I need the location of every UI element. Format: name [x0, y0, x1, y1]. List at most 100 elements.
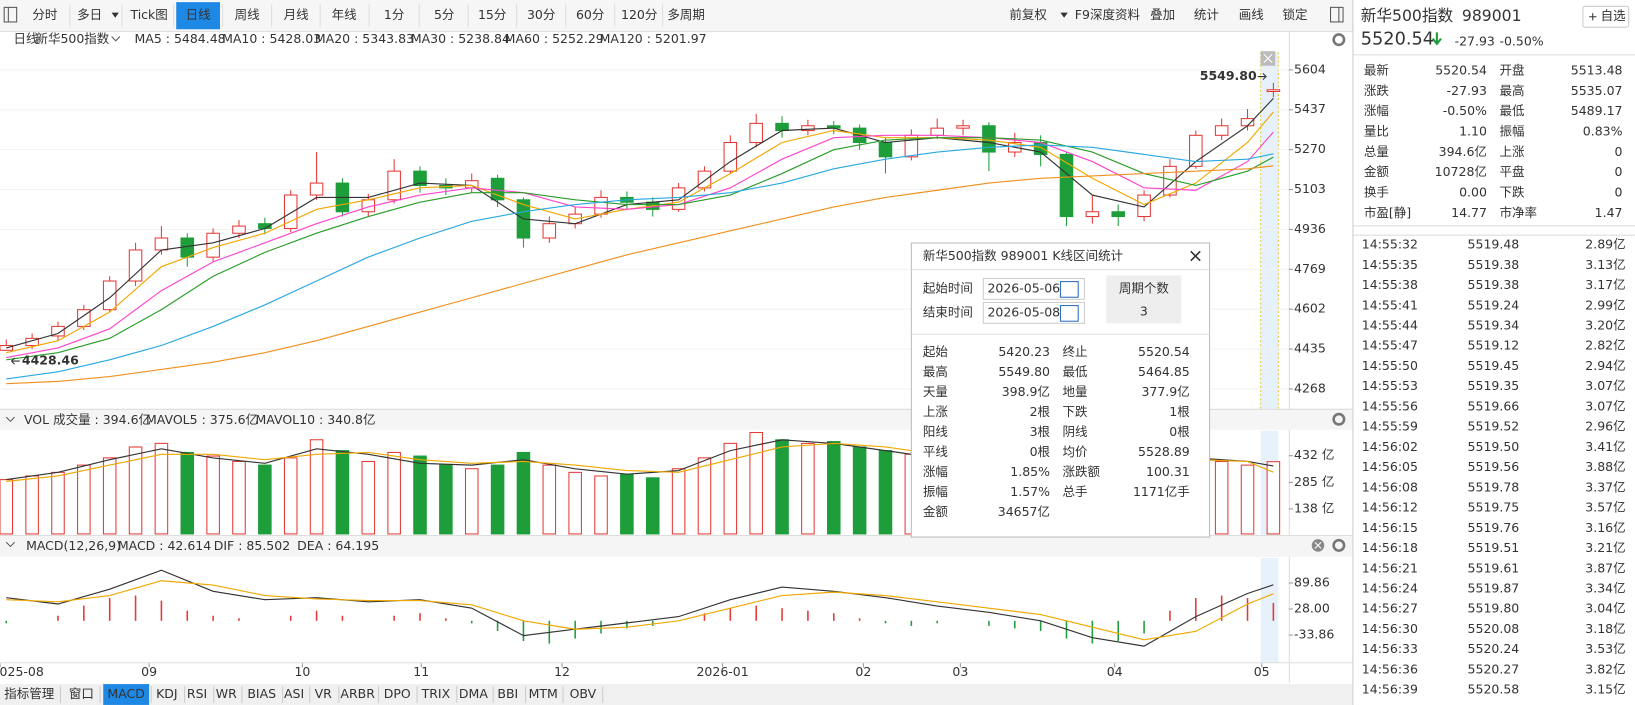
- toolbar-button[interactable]: 年线: [332, 7, 358, 22]
- volume-bar: [335, 450, 350, 535]
- toolbar-button[interactable]: 画线: [1239, 7, 1265, 22]
- tick-amount: 2.82亿: [1585, 338, 1625, 353]
- toolbar-button[interactable]: F9深度资料: [1075, 7, 1141, 22]
- stat-value: 1.85%: [1010, 464, 1050, 479]
- toolbar-button[interactable]: 日线: [186, 7, 212, 22]
- y-tick-label: 5103: [1294, 181, 1326, 196]
- quote-value: -0.50%: [1443, 103, 1487, 118]
- tab[interactable]: ASI: [284, 686, 304, 701]
- dropdown-icon[interactable]: [111, 36, 121, 42]
- toolbar-button[interactable]: 多日: [77, 7, 102, 22]
- start-input[interactable]: [982, 277, 1085, 300]
- time-label: 11: [413, 664, 429, 679]
- toolbar-button[interactable]: 锁定: [1283, 7, 1308, 22]
- stat-label: 地量: [1063, 384, 1088, 399]
- tick-time: 14:56:15: [1362, 520, 1418, 535]
- tick-time: 14:55:59: [1362, 419, 1418, 434]
- toolbar-button[interactable]: 30分: [527, 7, 555, 22]
- tab[interactable]: DMA: [459, 686, 488, 701]
- quote-value: 394.6亿: [1439, 144, 1487, 159]
- end-input[interactable]: [982, 301, 1085, 324]
- toolbar-button[interactable]: 前复权: [1009, 7, 1047, 22]
- tab[interactable]: TRIX: [421, 686, 451, 701]
- tab[interactable]: WR: [216, 686, 237, 701]
- tab[interactable]: KDJ: [156, 686, 178, 701]
- tab[interactable]: 窗口: [69, 686, 94, 701]
- tab[interactable]: MACD: [107, 686, 144, 701]
- dialog-close[interactable]: [1190, 250, 1201, 262]
- toolbar-button[interactable]: 统计: [1194, 7, 1219, 22]
- quote-label: 金额: [1364, 164, 1390, 179]
- toolbar-bg: [0, 0, 1353, 32]
- tick-price: 5519.52: [1468, 419, 1520, 434]
- volume-bar: [102, 457, 117, 535]
- collapse-icon[interactable]: [5, 541, 15, 548]
- stat-value: 100.31: [1146, 464, 1190, 479]
- quote-label: 振幅: [1499, 123, 1524, 138]
- volume-bar: [439, 464, 453, 535]
- ma-legend: MA10 : 5428.03: [222, 31, 321, 46]
- tab[interactable]: VR: [315, 686, 333, 701]
- y-tick-label: 432 亿: [1294, 447, 1334, 462]
- toolbar-button[interactable]: 120分: [621, 7, 657, 22]
- stat-label: 下跌: [1063, 404, 1089, 419]
- tick-price: 5520.08: [1468, 621, 1520, 636]
- panel-icon[interactable]: [1330, 6, 1344, 23]
- settings-icon[interactable]: [1332, 33, 1346, 47]
- toolbar-button[interactable]: Tick图: [129, 7, 167, 22]
- candle-body: [1189, 134, 1203, 167]
- y-tick-label: 285 亿: [1294, 474, 1334, 489]
- quote-value: 0.83%: [1583, 123, 1623, 138]
- indicator-line: [6, 137, 1274, 361]
- tab[interactable]: MTM: [529, 686, 558, 701]
- tab[interactable]: 指标管理: [4, 686, 55, 701]
- dialog: 新华500指数 989001 K线区间统计 起始时间 2026-05-06 结束…: [910, 242, 1211, 538]
- tick-price: 5519.75: [1468, 500, 1520, 515]
- y-tick-label: 28.00: [1294, 601, 1330, 616]
- watch-button[interactable]: [1582, 5, 1630, 28]
- toolbar-button[interactable]: 月线: [284, 7, 310, 22]
- watch-label: 自选: [1601, 8, 1627, 23]
- volume-bar: [0, 479, 14, 535]
- vol-legend: MAVOL10 : 340.8亿: [255, 412, 375, 427]
- calendar-icon[interactable]: [1059, 281, 1079, 298]
- tab[interactable]: ARBR: [340, 686, 375, 701]
- stat-value: 34657亿: [998, 504, 1050, 519]
- tick-price: 5519.34: [1468, 318, 1520, 333]
- candle-body: [723, 141, 738, 172]
- quote-label: 下跌: [1499, 184, 1525, 199]
- toolbar-button[interactable]: 15分: [478, 7, 506, 22]
- volume-bar: [516, 451, 531, 535]
- tick-time: 14:55:56: [1362, 398, 1418, 413]
- collapse-icon[interactable]: [5, 416, 15, 423]
- toolbar-button[interactable]: 周线: [235, 7, 261, 22]
- time-label: 2026-01: [696, 664, 748, 679]
- low-label: 4428.46: [22, 353, 79, 368]
- symbol-label: 新华500指数: [35, 31, 109, 46]
- tab[interactable]: BIAS: [247, 686, 276, 701]
- calendar-icon[interactable]: [1059, 305, 1079, 322]
- tick-price: 5519.56: [1468, 459, 1520, 474]
- tick-amount: 3.18亿: [1585, 621, 1625, 636]
- tick-price: 5519.80: [1468, 601, 1520, 616]
- tab[interactable]: OBV: [570, 686, 597, 701]
- toolbar-button[interactable]: 60分: [576, 7, 604, 22]
- quote-value: 1.47: [1595, 205, 1623, 220]
- sidebar-icon[interactable]: [3, 6, 18, 23]
- toolbar-button[interactable]: 1分: [384, 7, 404, 22]
- toolbar-button[interactable]: 分时: [32, 7, 58, 22]
- settings-icon[interactable]: [1332, 538, 1346, 552]
- toolbar-button[interactable]: 5分: [434, 7, 454, 22]
- tab[interactable]: RSI: [187, 686, 207, 701]
- toolbar-button[interactable]: 多周期: [667, 7, 705, 22]
- volume-bar: [154, 442, 169, 535]
- tab[interactable]: BBI: [497, 686, 518, 701]
- toolbar-button[interactable]: 叠加: [1150, 7, 1175, 22]
- settings-icon[interactable]: [1332, 412, 1346, 426]
- volume-bar: [594, 475, 608, 535]
- tab[interactable]: DPO: [384, 686, 411, 701]
- tick-amount: 2.99亿: [1585, 297, 1625, 312]
- volume-bar: [1266, 461, 1281, 535]
- stat-value: 2根: [1030, 404, 1051, 419]
- indicator-line: [6, 165, 1274, 385]
